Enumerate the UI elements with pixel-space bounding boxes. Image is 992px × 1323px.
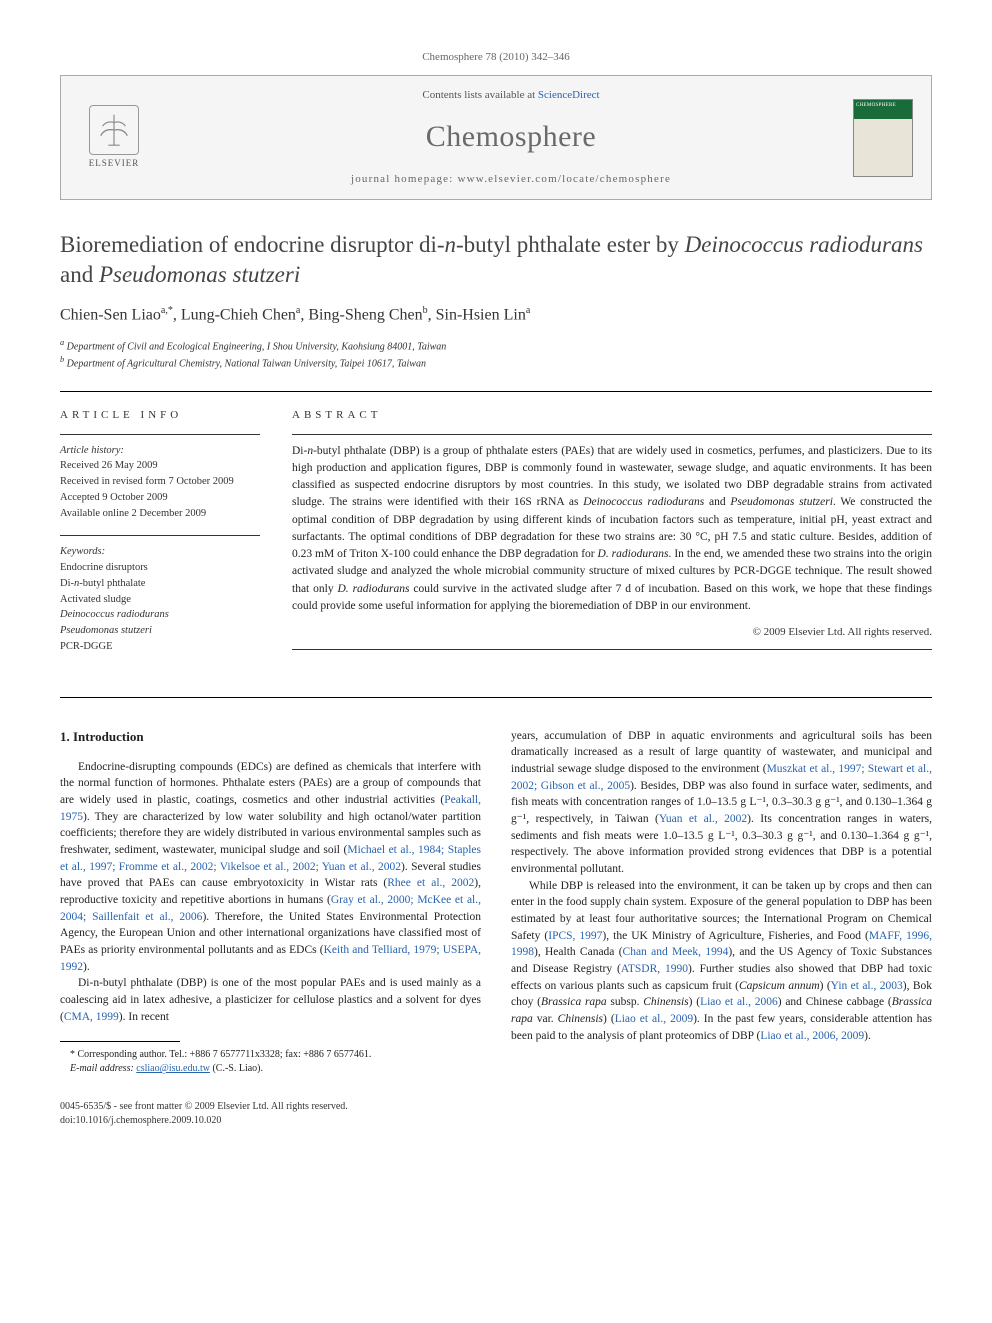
affiliation-a: a Department of Civil and Ecological Eng… [60, 337, 932, 354]
email-label: E-mail address: [70, 1063, 134, 1074]
sciencedirect-link[interactable]: ScienceDirect [538, 89, 600, 101]
history-received: Received 26 May 2009 [60, 458, 260, 474]
article-title: Bioremediation of endocrine disruptor di… [60, 230, 932, 290]
intro-paragraph-1: Endocrine-disrupting compounds (EDCs) ar… [60, 759, 481, 976]
elsevier-tree-icon [89, 105, 139, 155]
title-part: Bioremediation of endocrine disruptor di… [60, 232, 445, 257]
history-accepted: Accepted 9 October 2009 [60, 490, 260, 506]
abstract-copyright: © 2009 Elsevier Ltd. All rights reserved… [292, 625, 932, 640]
publisher-logo: ELSEVIER [79, 103, 149, 173]
section-divider [60, 391, 932, 392]
keyword: Activated sludge [60, 592, 260, 608]
footer-copyright: 0045-6535/$ - see front matter © 2009 El… [60, 1100, 932, 1114]
journal-masthead: ELSEVIER Contents lists available at Sci… [60, 75, 932, 200]
info-divider [60, 535, 260, 536]
journal-cover-thumbnail [853, 99, 913, 177]
keyword-species: Deinococcus radiodurans [60, 607, 260, 623]
article-history: Article history: Received 26 May 2009 Re… [60, 443, 260, 522]
title-part: -butyl phthalate ester by [456, 232, 685, 257]
page-footer: 0045-6535/$ - see front matter © 2009 El… [60, 1100, 932, 1128]
journal-homepage: journal homepage: www.elsevier.com/locat… [169, 172, 853, 187]
footnote-divider [60, 1041, 180, 1042]
citation-header: Chemosphere 78 (2010) 342–346 [60, 50, 932, 65]
abstract-text: Di-n-butyl phthalate (DBP) is a group of… [292, 443, 932, 616]
info-divider [60, 434, 260, 435]
intro-heading: 1. Introduction [60, 728, 481, 747]
history-revised: Received in revised form 7 October 2009 [60, 474, 260, 490]
publisher-name: ELSEVIER [89, 157, 140, 170]
homepage-url: www.elsevier.com/locate/chemosphere [457, 173, 671, 185]
footnote-tel: * Corresponding author. Tel.: +886 7 657… [60, 1048, 481, 1062]
intro-paragraph-2: Di-n-butyl phthalate (DBP) is one of the… [60, 975, 481, 1025]
keyword: Di-n-butyl phthalate [60, 576, 260, 592]
footnote-email-line: E-mail address: csliao@isu.edu.tw (C.-S.… [60, 1062, 481, 1076]
affiliations: a Department of Civil and Ecological Eng… [60, 337, 932, 372]
abstract-heading: ABSTRACT [292, 408, 932, 423]
email-suffix: (C.-S. Liao). [212, 1063, 263, 1074]
title-species: Pseudomonas stutzeri [99, 262, 300, 287]
title-part: and [60, 262, 99, 287]
corresponding-email-link[interactable]: csliao@isu.edu.tw [136, 1063, 210, 1074]
footer-doi: doi:10.1016/j.chemosphere.2009.10.020 [60, 1114, 932, 1128]
keyword: PCR-DGGE [60, 639, 260, 655]
keyword-species: Pseudomonas stutzeri [60, 623, 260, 639]
history-online: Available online 2 December 2009 [60, 506, 260, 522]
contents-list-line: Contents lists available at ScienceDirec… [169, 88, 853, 103]
authors-list: Chien-Sen Liaoa,*, Lung-Chieh Chena, Bin… [60, 304, 932, 327]
intro-paragraph-4: While DBP is released into the environme… [511, 878, 932, 1045]
intro-paragraph-3: years, accumulation of DBP in aquatic en… [511, 728, 932, 878]
keywords-block: Keywords: Endocrine disruptors Di-n-buty… [60, 544, 260, 654]
title-italic: n [445, 232, 457, 257]
info-divider [292, 434, 932, 435]
info-divider [292, 649, 932, 650]
history-label: Article history: [60, 443, 260, 459]
affiliation-b: b Department of Agricultural Chemistry, … [60, 354, 932, 371]
contents-prefix: Contents lists available at [422, 89, 537, 101]
section-divider [60, 697, 932, 698]
body-column-left: 1. Introduction Endocrine-disrupting com… [60, 728, 481, 1077]
keyword: Endocrine disruptors [60, 560, 260, 576]
article-info-heading: ARTICLE INFO [60, 408, 260, 423]
body-column-right: years, accumulation of DBP in aquatic en… [511, 728, 932, 1077]
journal-title: Chemosphere [169, 116, 853, 158]
homepage-prefix: journal homepage: [351, 173, 458, 185]
corresponding-author-footnote: * Corresponding author. Tel.: +886 7 657… [60, 1048, 481, 1076]
title-species: Deinococcus radiodurans [685, 232, 923, 257]
keywords-label: Keywords: [60, 544, 260, 560]
